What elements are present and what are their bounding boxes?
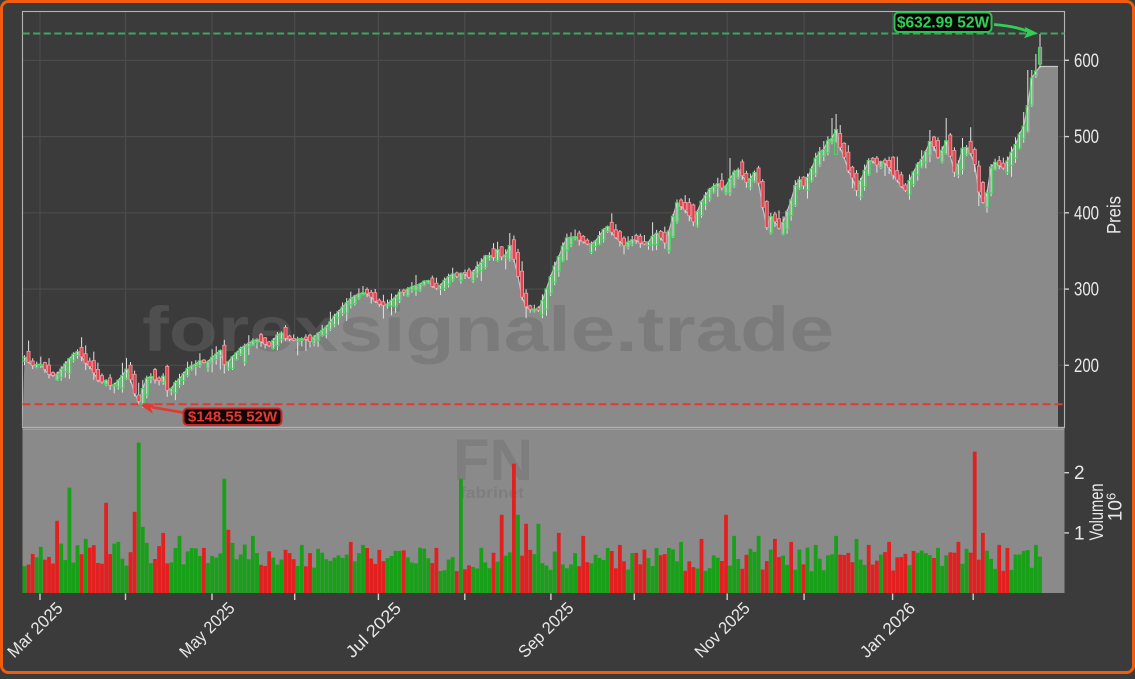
svg-text:500: 500	[1074, 127, 1099, 148]
svg-text:1: 1	[1074, 523, 1085, 544]
svg-text:FN: FN	[453, 428, 533, 493]
svg-text:fabrinet: fabrinet	[460, 485, 524, 502]
svg-text:$148.55 52W: $148.55 52W	[188, 409, 278, 426]
svg-text:2: 2	[1074, 463, 1085, 484]
svg-text:200: 200	[1074, 356, 1099, 377]
svg-text:400: 400	[1074, 203, 1099, 224]
svg-text:300: 300	[1074, 280, 1099, 301]
svg-text:Preis: Preis	[1105, 196, 1126, 234]
svg-text:forexsignale.trade: forexsignale.trade	[142, 295, 834, 365]
svg-text:600: 600	[1074, 51, 1099, 72]
svg-text:Volumen: Volumen	[1087, 484, 1108, 541]
svg-text:$632.99 52W: $632.99 52W	[897, 15, 990, 32]
